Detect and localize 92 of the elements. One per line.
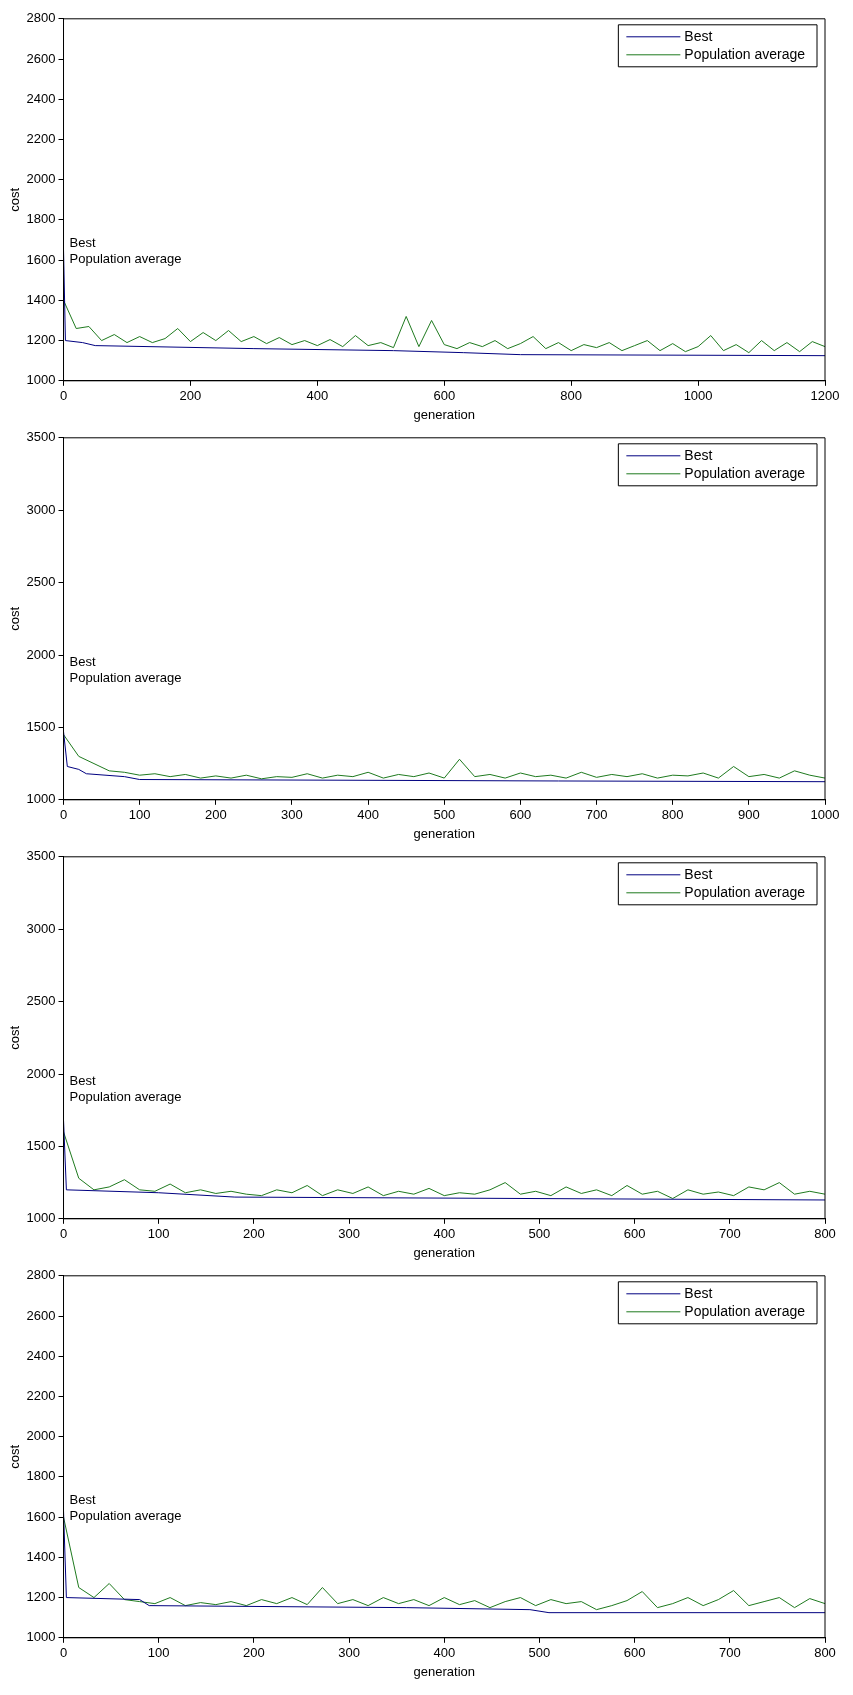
x-tick-label: 500 <box>528 1645 551 1661</box>
x-tick-label: 300 <box>281 807 303 823</box>
y-tick-label: 1600 <box>26 1508 56 1524</box>
y-tick-label: 2600 <box>26 50 56 66</box>
x-axis-title: generation <box>413 406 475 422</box>
annotation: Best <box>69 653 96 669</box>
legend-label: Population average <box>684 883 806 900</box>
y-tick-label: 2400 <box>26 90 56 106</box>
annotation: Population average <box>69 1088 182 1104</box>
x-tick-label: 200 <box>179 388 202 404</box>
x-tick-label: 600 <box>433 388 456 404</box>
x-tick-label: 400 <box>357 807 379 823</box>
y-tick-label: 2800 <box>26 10 56 26</box>
y-tick-label: 2200 <box>26 131 56 147</box>
x-tick-label: 100 <box>147 1645 170 1661</box>
legend-label: Population average <box>684 45 806 62</box>
y-tick-label: 1600 <box>26 251 56 267</box>
x-tick-label: 0 <box>59 1645 68 1661</box>
y-axis-title: cost <box>7 1444 23 1469</box>
legend-label: Best <box>684 27 713 44</box>
x-tick-label: 0 <box>59 1226 68 1242</box>
annotation: Population average <box>69 1507 182 1523</box>
x-axis-title: generation <box>413 1244 475 1260</box>
y-axis-title: cost <box>7 1025 23 1050</box>
y-tick-label: 2800 <box>26 1267 56 1283</box>
x-tick-label: 500 <box>433 807 456 823</box>
y-tick-label: 2000 <box>26 171 56 187</box>
y-tick-label: 2200 <box>26 1388 56 1404</box>
y-tick-label: 3500 <box>26 429 56 445</box>
y-tick-label: 1000 <box>26 1210 56 1226</box>
annotation: Best <box>69 1072 96 1088</box>
annotation: Best <box>69 1491 96 1507</box>
x-tick-label: 700 <box>718 1645 741 1661</box>
legend-label: Population average <box>684 1302 806 1319</box>
annotation: Population average <box>69 669 182 685</box>
x-tick-label: 200 <box>204 807 227 823</box>
x-tick-label: 200 <box>243 1645 265 1661</box>
y-tick-label: 2500 <box>26 574 56 590</box>
x-tick-label: 0 <box>59 388 68 404</box>
x-tick-label: 600 <box>509 807 532 823</box>
y-tick-label: 1200 <box>26 1589 56 1605</box>
y-tick-label: 1800 <box>26 211 56 227</box>
x-tick-label: 800 <box>661 807 684 823</box>
y-tick-label: 1200 <box>26 332 56 348</box>
y-tick-label: 2600 <box>26 1307 56 1323</box>
legend-label: Best <box>684 865 713 882</box>
annotation: Population average <box>69 250 182 266</box>
x-tick-label: 300 <box>338 1645 360 1661</box>
y-axis-title: cost <box>7 606 23 631</box>
y-tick-label: 1000 <box>26 1629 56 1645</box>
x-tick-label: 400 <box>306 388 329 404</box>
y-tick-label: 1800 <box>26 1468 56 1484</box>
y-axis-title: cost <box>7 187 23 212</box>
y-tick-label: 3500 <box>26 848 56 864</box>
x-tick-label: 400 <box>433 1645 456 1661</box>
y-tick-label: 2000 <box>26 1428 56 1444</box>
y-tick-label: 1500 <box>26 1137 56 1153</box>
x-tick-label: 700 <box>718 1226 741 1242</box>
x-tick-label: 1000 <box>683 388 713 404</box>
legend-label: Population average <box>684 464 806 481</box>
x-tick-label: 800 <box>814 1226 836 1242</box>
x-tick-label: 600 <box>623 1645 646 1661</box>
x-axis-title: generation <box>413 825 475 841</box>
y-tick-label: 3000 <box>26 920 56 936</box>
x-tick-label: 200 <box>243 1226 265 1242</box>
x-tick-label: 800 <box>814 1645 836 1661</box>
y-tick-label: 2400 <box>26 1347 56 1363</box>
x-tick-label: 300 <box>338 1226 360 1242</box>
x-tick-label: 1200 <box>810 388 840 404</box>
legend-label: Best <box>684 446 713 463</box>
x-tick-label: 100 <box>128 807 151 823</box>
y-tick-label: 1400 <box>26 1548 56 1564</box>
y-tick-label: 2000 <box>26 646 56 662</box>
x-tick-label: 1000 <box>810 807 840 823</box>
x-tick-label: 900 <box>738 807 760 823</box>
y-tick-label: 1000 <box>26 372 56 388</box>
x-tick-label: 800 <box>560 388 583 404</box>
x-axis-title: generation <box>413 1663 475 1679</box>
x-tick-label: 0 <box>59 807 68 823</box>
legend-label: Best <box>684 1284 713 1301</box>
x-tick-label: 100 <box>147 1226 170 1242</box>
x-tick-label: 700 <box>585 807 608 823</box>
x-tick-label: 600 <box>623 1226 646 1242</box>
y-tick-label: 3000 <box>26 501 56 517</box>
y-tick-label: 1000 <box>26 791 56 807</box>
y-tick-label: 2000 <box>26 1065 56 1081</box>
y-tick-label: 1500 <box>26 718 56 734</box>
y-tick-label: 1400 <box>26 291 56 307</box>
annotation: Best <box>69 234 96 250</box>
y-tick-label: 2500 <box>26 993 56 1009</box>
x-tick-label: 400 <box>433 1226 456 1242</box>
x-tick-label: 500 <box>528 1226 551 1242</box>
